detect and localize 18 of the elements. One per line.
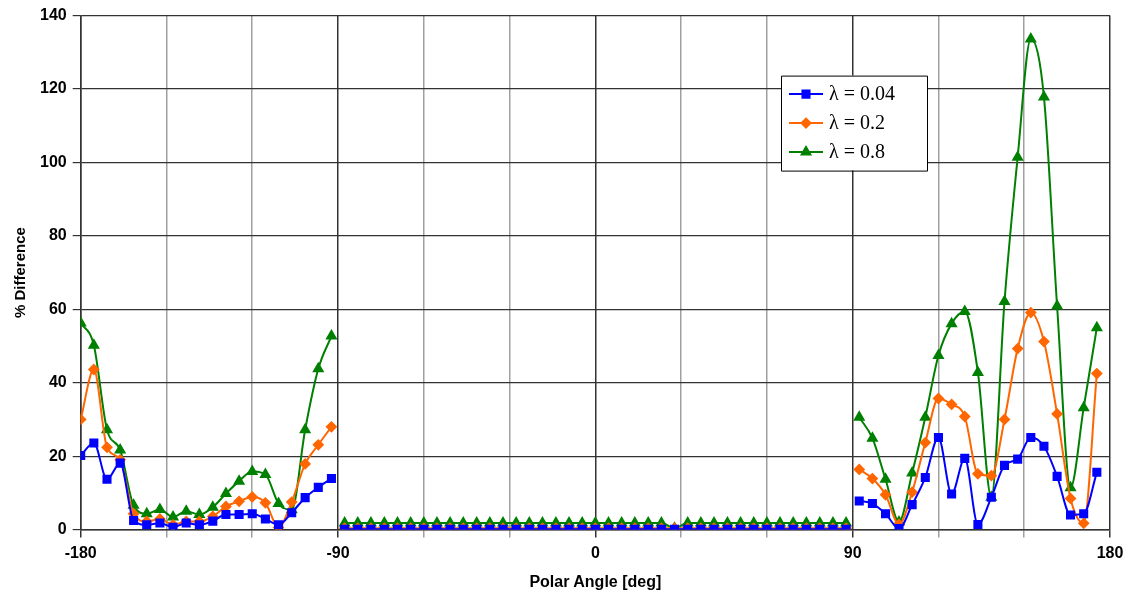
x-tick-label: 180 (1096, 543, 1124, 561)
x-tick-label: -180 (64, 543, 97, 561)
y-tick-label: 140 (39, 6, 67, 24)
y-tick-label: 120 (39, 79, 67, 97)
legend-label: λ = 0.8 (829, 140, 885, 163)
x-axis-title: Polar Angle [deg] (529, 572, 662, 590)
y-tick-label: 40 (48, 373, 67, 391)
y-tick-label: 20 (48, 446, 67, 464)
y-tick-label: 60 (48, 299, 67, 317)
x-tick-label: 90 (843, 543, 862, 561)
legend-label: λ = 0.04 (829, 82, 895, 105)
y-tick-label: 0 (57, 520, 67, 538)
y-tick-label: 80 (48, 226, 67, 244)
legend-label: λ = 0.2 (829, 111, 885, 134)
x-tick-label: -90 (326, 543, 350, 561)
y-tick-label: 100 (39, 152, 67, 170)
y-axis-title: % Difference (11, 227, 29, 319)
x-tick-label: 0 (590, 543, 600, 561)
